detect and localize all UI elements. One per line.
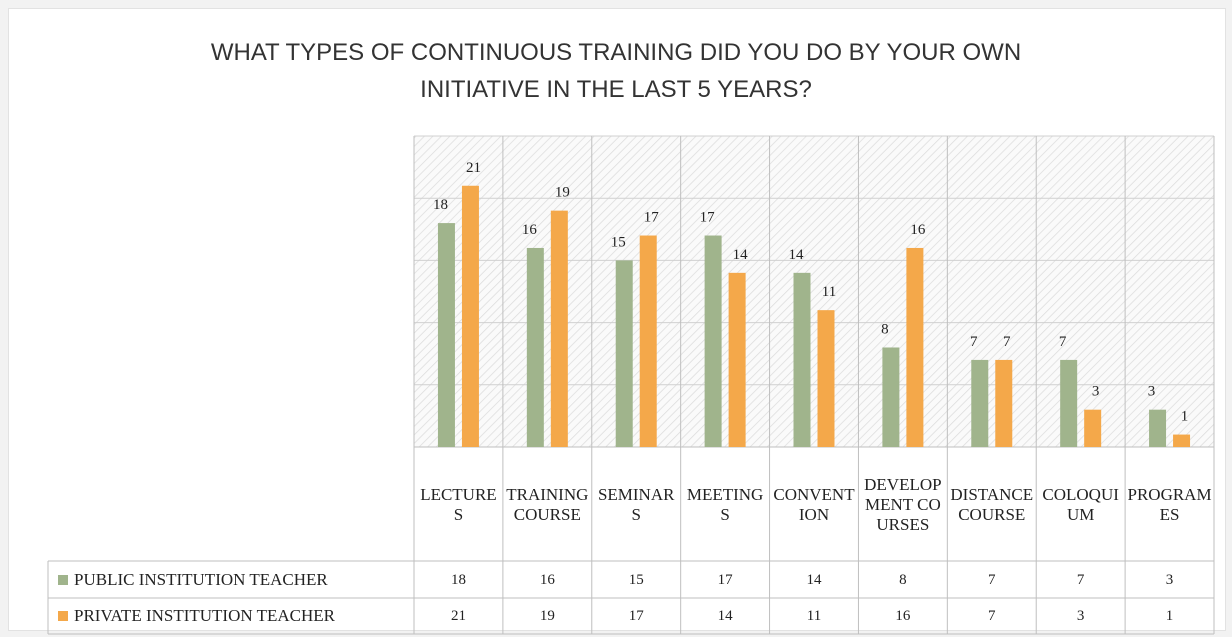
table-value: 15 <box>628 571 644 588</box>
legend-swatch <box>58 574 68 585</box>
bar <box>728 272 746 447</box>
plot-area <box>414 136 1214 447</box>
bar <box>882 347 900 447</box>
table-value: 18 <box>450 571 466 588</box>
data-label: 1 <box>1181 409 1189 425</box>
data-label: 11 <box>822 284 836 300</box>
bar <box>615 260 633 447</box>
data-label: 21 <box>466 160 481 176</box>
data-label: 17 <box>700 210 716 226</box>
data-label: 3 <box>1092 384 1100 400</box>
legend-label: PRIVATE INSTITUTION TEACHER <box>74 606 335 625</box>
data-label: 7 <box>1059 334 1067 350</box>
table-value: 16 <box>539 571 555 588</box>
bar <box>526 247 544 447</box>
data-label: 17 <box>644 210 660 226</box>
bar <box>704 235 722 447</box>
category-label: PROGRAMES <box>1127 484 1212 524</box>
table-value: 17 <box>717 571 733 588</box>
data-label: 18 <box>433 197 448 213</box>
data-label: 8 <box>881 321 889 337</box>
legend-label: PUBLIC INSTITUTION TEACHER <box>74 569 328 589</box>
category-label: TRAINING COURSE <box>506 484 589 524</box>
data-label: 3 <box>1148 384 1156 400</box>
legend-entry: PRIVATE INSTITUTION TEACHER <box>48 598 414 634</box>
data-label: 7 <box>970 334 978 350</box>
category-label: MEETINGS <box>686 484 764 524</box>
table-value: 17 <box>628 608 644 624</box>
chart-title: WHAT TYPES OF CONTINUOUS TRAINING DID YO… <box>210 39 1022 103</box>
data-label: 14 <box>733 247 749 263</box>
data-label: 19 <box>555 185 570 201</box>
bar <box>461 185 479 447</box>
bar <box>639 235 657 447</box>
bar <box>1149 409 1167 447</box>
table-value: 21 <box>450 608 466 624</box>
legend-entry: PUBLIC INSTITUTION TEACHER <box>48 561 414 598</box>
category-label: SEMINARS <box>597 484 675 524</box>
category-label: DEVELOPMENT COURSES <box>864 474 942 534</box>
table-value: 16 <box>895 608 911 624</box>
title-box: WHAT TYPES OF CONTINUOUS TRAINING DID YO… <box>8 34 1224 108</box>
data-label: 16 <box>522 222 538 238</box>
bar <box>995 359 1013 447</box>
data-label: 16 <box>910 222 926 238</box>
table-value: 7 <box>1076 571 1085 588</box>
data-label: 14 <box>789 247 805 263</box>
table-value: 3 <box>1076 608 1085 624</box>
table-value: 14 <box>717 608 733 624</box>
bar <box>437 223 455 447</box>
category-label: CONVENTION <box>773 484 855 524</box>
legend-swatch <box>58 611 68 621</box>
bar <box>1084 409 1102 447</box>
table-value: 8 <box>899 571 907 588</box>
bar <box>1060 359 1078 447</box>
bar <box>793 272 811 447</box>
category-label: DISTANCE COURSE <box>950 484 1034 524</box>
table-value: 14 <box>806 571 822 588</box>
bar <box>817 310 835 447</box>
bar <box>550 210 568 447</box>
data-label: 15 <box>611 234 626 250</box>
bar <box>1173 434 1191 447</box>
table-value: 7 <box>988 608 996 624</box>
category-label: LECTURES <box>420 484 497 524</box>
table-value: 1 <box>1165 608 1174 624</box>
bar <box>971 359 989 447</box>
data-label: 7 <box>1003 334 1011 350</box>
table-value: 19 <box>539 608 555 624</box>
table-value: 7 <box>988 571 996 588</box>
table-value: 3 <box>1165 571 1174 588</box>
category-label: COLOQUIUM <box>1042 484 1119 524</box>
bar <box>906 247 924 447</box>
table-value: 11 <box>806 608 822 624</box>
